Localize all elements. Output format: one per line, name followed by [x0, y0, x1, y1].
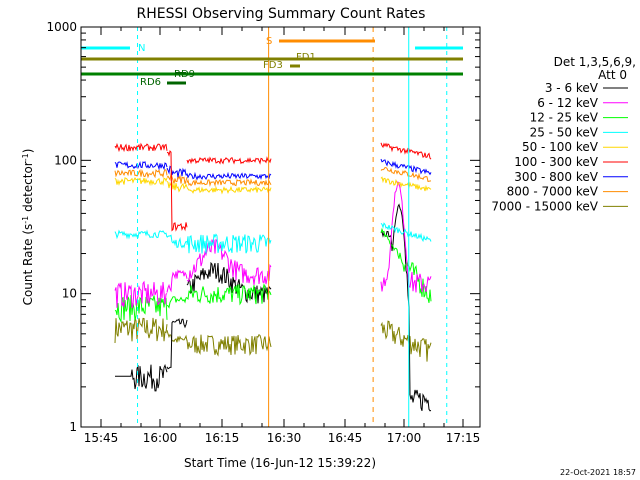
legend-entry-label: 800 - 7000 keV — [507, 185, 599, 199]
x-tick-label: 15:45 — [84, 431, 119, 445]
y-tick-label: 10 — [62, 287, 77, 301]
series-line — [186, 156, 272, 165]
series-line — [380, 227, 432, 304]
legend-entry-label: 300 - 800 keV — [514, 170, 598, 184]
series-line — [380, 142, 432, 160]
series-line — [380, 167, 432, 182]
series-line — [166, 180, 188, 193]
series-line — [186, 171, 272, 181]
series-line — [380, 180, 432, 293]
flag-label: S — [266, 36, 272, 47]
series-layer — [114, 142, 432, 412]
series-line — [186, 238, 272, 286]
series-line — [114, 229, 168, 240]
series-line — [166, 172, 188, 185]
series-line — [186, 233, 272, 254]
series-line — [186, 333, 272, 357]
x-tick-label: 16:00 — [143, 431, 178, 445]
x-tick-label: 17:00 — [387, 431, 422, 445]
series-line — [186, 185, 272, 195]
y-axis-label: Count Rate (s-1 detector-1) — [21, 149, 35, 306]
series-line — [380, 320, 432, 362]
flag-label: FD3 — [263, 60, 283, 71]
flag-label: RD9 — [174, 69, 195, 80]
legend-entry-label: 7000 - 15000 keV — [491, 199, 598, 213]
series-line — [186, 261, 272, 304]
series-line — [114, 177, 168, 187]
series-line — [166, 150, 188, 232]
footer-timestamp: 22-Oct-2021 18:57 — [560, 468, 636, 477]
legend-entry-label: 25 - 50 keV — [530, 125, 599, 139]
legend-header-att: Att 0 — [598, 68, 627, 82]
series-line — [166, 234, 188, 249]
flag-label: RD6 — [140, 77, 161, 88]
axes-layer: 15:45 16:00 16:15 16:30 16:45 17:00 17:15 1 10 10… — [46, 20, 481, 445]
y-tick-label: 1000 — [46, 20, 77, 34]
series-line — [114, 280, 168, 309]
series-line — [186, 283, 272, 306]
legend-entry-label: 100 - 300 keV — [514, 155, 598, 169]
y-tick-label: 1 — [69, 420, 77, 434]
x-tick-label: 16:45 — [328, 431, 363, 445]
series-line — [186, 178, 272, 188]
series-line — [380, 176, 432, 192]
series-line — [380, 203, 432, 412]
x-tick-label: 16:30 — [267, 431, 302, 445]
legend-entry-label: 12 - 25 keV — [530, 111, 599, 125]
series-line — [166, 269, 188, 293]
series-line — [166, 165, 188, 178]
x-axis-label: Start Time (16-Jun-12 15:39:22) — [184, 456, 376, 470]
series-line — [114, 317, 168, 344]
series-line — [380, 158, 432, 176]
series-line — [166, 318, 188, 370]
plot-frame — [80, 26, 481, 428]
legend-entry-label: 6 - 12 keV — [537, 96, 599, 110]
series-line — [166, 296, 188, 309]
legend-entry-label: 50 - 100 keV — [522, 140, 599, 154]
series-line — [114, 168, 168, 179]
legend-header: Det 1,3,5,6,9, — [554, 55, 636, 69]
y-tick-label: 100 — [54, 153, 77, 167]
chart-title: RHESSI Observing Summary Count Rates — [137, 6, 426, 22]
series-line — [115, 363, 168, 392]
series-line — [114, 142, 168, 153]
series-line — [114, 294, 168, 324]
series-line — [380, 222, 432, 243]
flag-label: FD1 — [296, 52, 316, 63]
flag-label: N — [138, 43, 145, 54]
x-tick-label: 16:15 — [205, 431, 240, 445]
x-tick-label: 17:15 — [446, 431, 481, 445]
series-line — [114, 160, 168, 171]
series-line — [166, 330, 188, 343]
legend-entry-label: 3 - 6 keV — [545, 81, 599, 95]
